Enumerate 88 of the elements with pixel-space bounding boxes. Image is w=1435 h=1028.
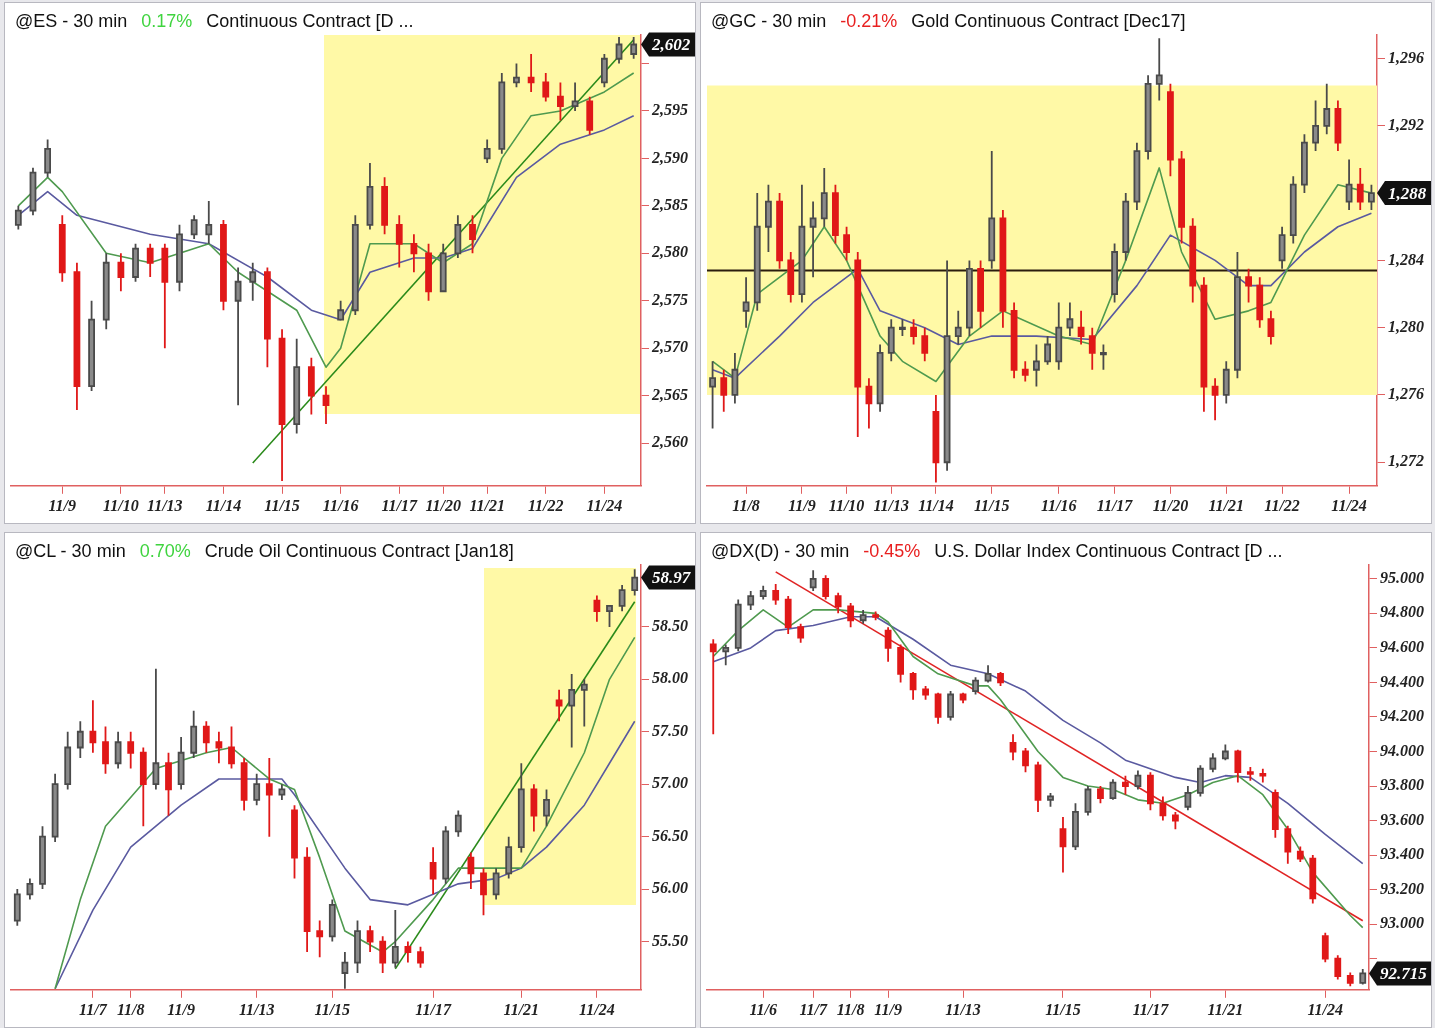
x-tick-label: 11/9: [788, 496, 816, 514]
y-tick-label: 93.400: [1380, 845, 1424, 863]
y-tick-label: 57.00: [652, 774, 688, 792]
y-tick-label: 2,560: [651, 433, 688, 451]
y-tick-label: 94.200: [1380, 707, 1424, 725]
y-tick-label: 2,595: [651, 101, 688, 119]
x-tick-label: 11/14: [205, 496, 242, 514]
x-tick-label: 11/13: [147, 496, 183, 514]
x-tick-label: 11/22: [527, 496, 564, 514]
x-tick-label: 11/17: [415, 1000, 452, 1018]
chart-title: @GC - 30 min: [711, 11, 827, 31]
y-tick-label: 93.800: [1380, 776, 1424, 794]
x-tick-label: 11/20: [425, 496, 461, 514]
chart-subtitle: -0.21%: [840, 11, 898, 31]
text: Crude Oil Continuous Contract [Jan18]: [204, 541, 514, 561]
y-tick-label: 1,292: [1388, 115, 1424, 133]
chart-subtitle: -0.45%: [863, 541, 921, 561]
text: 1,288: [1388, 183, 1427, 203]
x-tick-label: 11/15: [314, 1000, 351, 1018]
y-tick-label: 55.50: [652, 931, 688, 949]
x-tick-label: 11/9: [874, 1000, 902, 1018]
y-tick-label: 94.600: [1380, 638, 1424, 656]
chart-subtitle: 0.70%: [139, 541, 191, 561]
x-tick-label: 11/7: [79, 1000, 108, 1018]
y-tick-label: 58.00: [652, 669, 688, 687]
chart-title: @DX(D) - 30 min: [711, 541, 850, 561]
x-tick-label: 11/17: [1096, 496, 1134, 514]
x-tick-label: 11/14: [918, 496, 954, 514]
y-tick-label: 2,570: [651, 338, 688, 356]
x-tick-label: 11/24: [1331, 496, 1367, 514]
x-tick-label: 11/10: [103, 496, 139, 514]
x-tick-label: 11/7: [799, 1000, 828, 1018]
x-tick-label: 11/24: [586, 496, 623, 514]
y-tick-label: 57.50: [652, 721, 688, 739]
x-tick-label: 11/8: [836, 1000, 865, 1018]
x-tick-label: 11/24: [579, 1000, 615, 1018]
y-tick-label: 94.800: [1380, 603, 1424, 621]
x-tick-label: 11/10: [828, 496, 865, 514]
x-tick-label: 11/8: [116, 1000, 145, 1018]
chart-subtitle: 0.17%: [141, 11, 193, 31]
x-tick-label: 11/8: [732, 496, 760, 514]
x-tick-label: 11/22: [1264, 496, 1300, 514]
y-tick-label: 2,575: [651, 290, 688, 308]
x-tick-label: 11/17: [381, 496, 419, 514]
y-tick-label: 2,590: [651, 148, 688, 166]
x-tick-label: 11/13: [873, 496, 910, 514]
x-tick-label: 11/21: [469, 496, 505, 514]
x-tick-label: 11/24: [1307, 1000, 1344, 1018]
text: 58.97: [652, 567, 692, 587]
x-tick-label: 11/9: [48, 496, 77, 514]
text: Continuous Contract [D ...: [206, 11, 414, 31]
x-tick-label: 11/15: [1045, 1000, 1081, 1018]
x-tick-label: 11/15: [973, 496, 1010, 514]
text: 92.715: [1380, 963, 1428, 983]
y-tick-label: 56.00: [652, 879, 688, 897]
x-tick-label: 11/16: [1040, 496, 1077, 514]
x-tick-label: 11/9: [167, 1000, 195, 1018]
y-tick-label: 58.50: [652, 617, 688, 635]
y-tick-label: 1,272: [1388, 452, 1424, 470]
y-tick-label: 2,565: [651, 385, 688, 403]
chart-title: @ES - 30 min: [15, 11, 128, 31]
y-tick-label: 1,280: [1388, 317, 1424, 335]
y-tick-label: 94.400: [1380, 672, 1424, 690]
x-tick-label: 11/20: [1152, 496, 1189, 514]
x-tick-label: 11/16: [322, 496, 359, 514]
y-tick-label: 1,296: [1388, 48, 1424, 66]
y-tick-label: 2,580: [651, 243, 688, 261]
x-tick-label: 11/21: [1208, 496, 1245, 514]
y-tick-label: 95.000: [1380, 568, 1424, 586]
text: U.S. Dollar Index Continuous Contract [D ...: [934, 541, 1283, 561]
x-tick-label: 11/17: [1132, 1000, 1170, 1018]
y-tick-label: 1,284: [1388, 250, 1424, 268]
x-tick-label: 11/15: [264, 496, 300, 514]
x-tick-label: 11/13: [238, 1000, 275, 1018]
y-tick-label: 93.600: [1380, 810, 1424, 828]
text: Gold Continuous Contract [Dec17]: [911, 11, 1186, 31]
y-tick-label: 1,276: [1388, 385, 1424, 403]
text: 2,602: [651, 34, 691, 54]
chart-title: @CL - 30 min: [15, 541, 126, 561]
x-tick-label: 11/21: [503, 1000, 540, 1018]
x-tick-label: 11/6: [749, 1000, 777, 1018]
x-tick-label: 11/21: [1207, 1000, 1244, 1018]
x-tick-label: 11/13: [945, 1000, 981, 1018]
y-tick-label: 93.200: [1380, 879, 1424, 897]
y-tick-label: 2,585: [651, 195, 688, 213]
y-tick-label: 93.000: [1380, 914, 1424, 932]
y-tick-label: 94.000: [1380, 741, 1424, 759]
y-tick-label: 56.50: [652, 826, 688, 844]
